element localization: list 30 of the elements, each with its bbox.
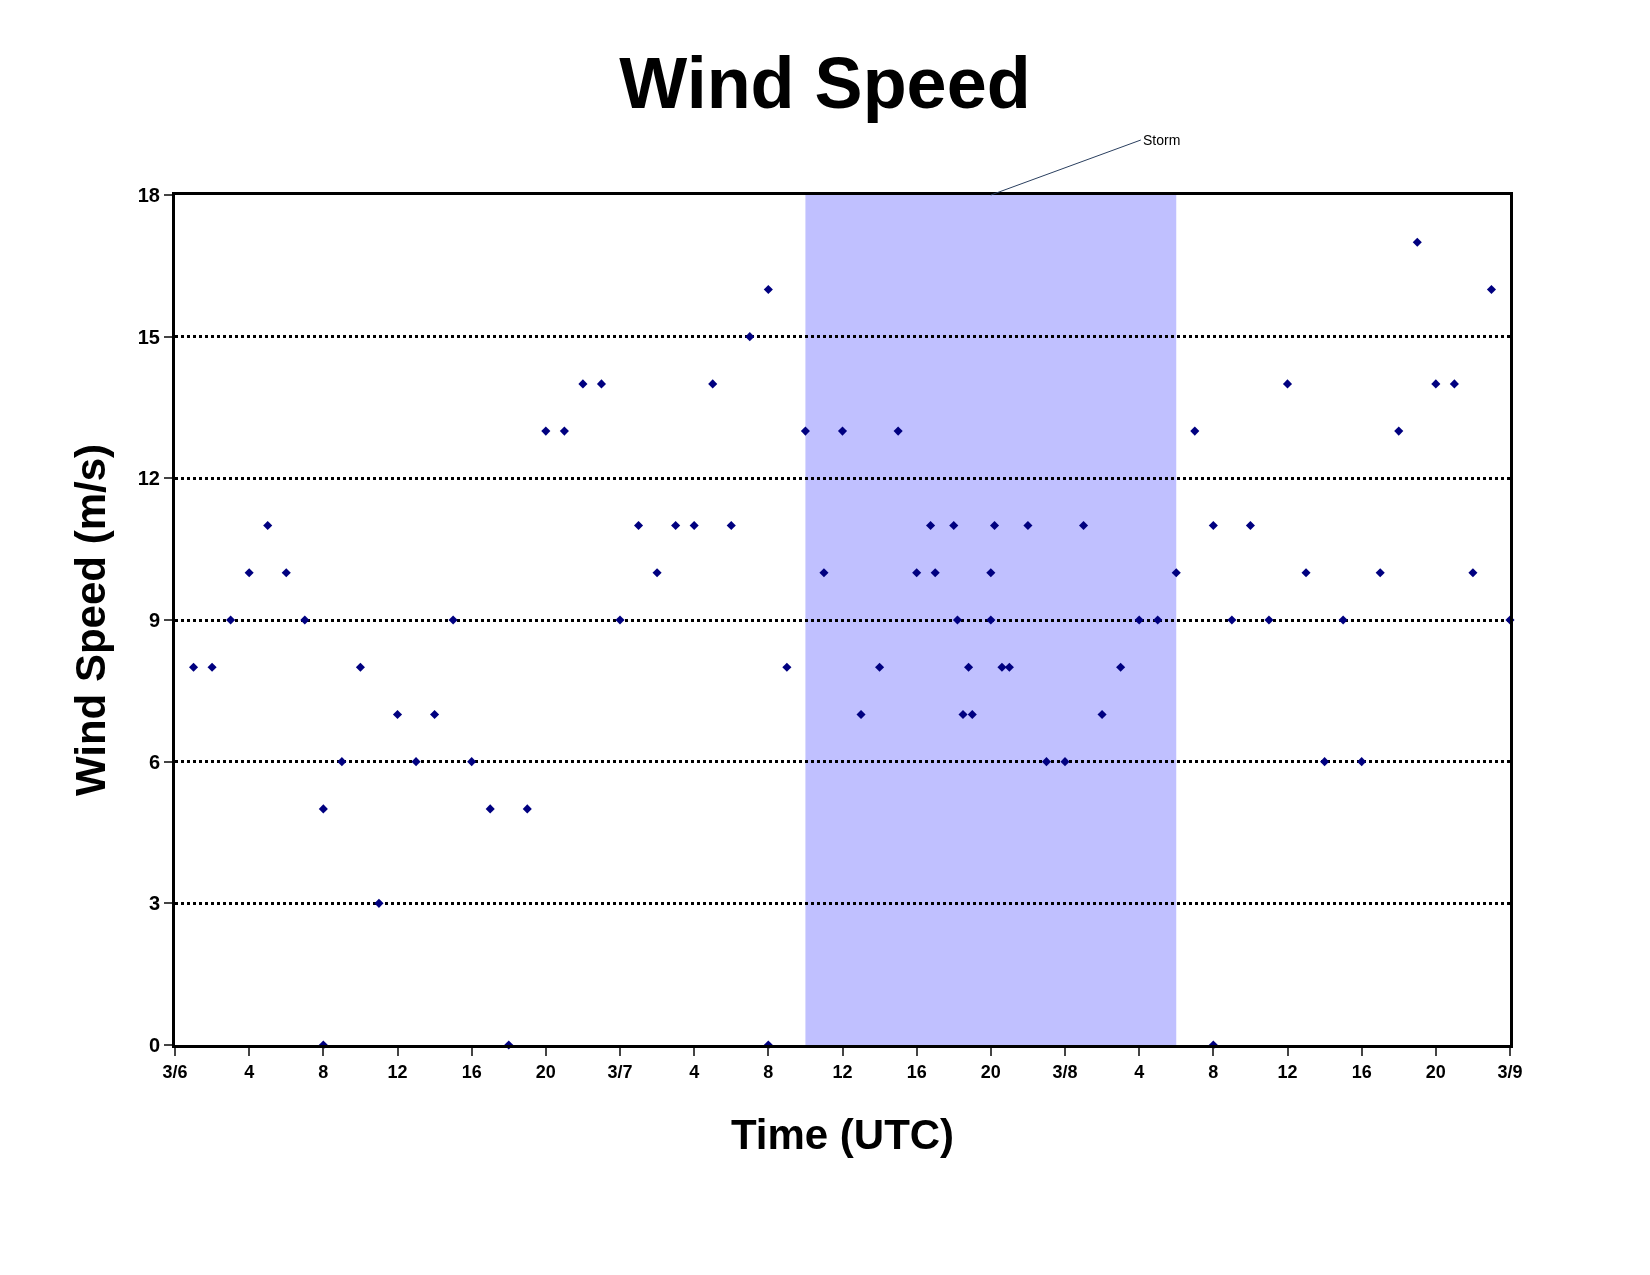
- y-tick-label: 3: [148, 892, 160, 915]
- x-axis-title: Time (UTC): [730, 1111, 955, 1159]
- y-tick-label: 6: [148, 750, 160, 773]
- x-tick-label: 4: [244, 1061, 255, 1082]
- chart-title: Wind Speed: [619, 42, 1031, 123]
- y-tick-label: 15: [137, 325, 160, 348]
- x-tick-label: 16: [1351, 1061, 1372, 1082]
- x-tick-label: 16: [461, 1061, 482, 1082]
- x-tick-label: 8: [1208, 1061, 1219, 1082]
- x-tick-label: 4: [1134, 1061, 1145, 1082]
- y-tick-label: 9: [148, 609, 160, 631]
- x-tick-label: 8: [763, 1061, 774, 1082]
- band-label: Storm: [1143, 132, 1181, 148]
- x-tick-label: 16: [906, 1061, 927, 1082]
- x-tick-label: 4: [689, 1061, 700, 1082]
- y-tick-label: 12: [137, 467, 160, 490]
- x-tick-label: 20: [535, 1061, 556, 1082]
- x-tick-label: 20: [980, 1061, 1001, 1082]
- x-tick-label: 3/8: [1052, 1061, 1078, 1082]
- x-tick-label: 12: [832, 1061, 853, 1082]
- x-tick-label: 8: [318, 1061, 329, 1082]
- x-tick-label: 12: [387, 1061, 408, 1082]
- x-tick-label: 20: [1425, 1061, 1446, 1082]
- y-tick-label: 18: [137, 184, 160, 206]
- y-tick-label: 0: [148, 1034, 160, 1056]
- y-axis-title: Wind Speed (m/s): [66, 444, 114, 796]
- x-tick-label: 3/9: [1497, 1061, 1523, 1082]
- x-tick-label: 12: [1277, 1061, 1298, 1082]
- x-tick-label: 3/6: [162, 1061, 188, 1082]
- x-tick-label: 3/7: [607, 1061, 633, 1082]
